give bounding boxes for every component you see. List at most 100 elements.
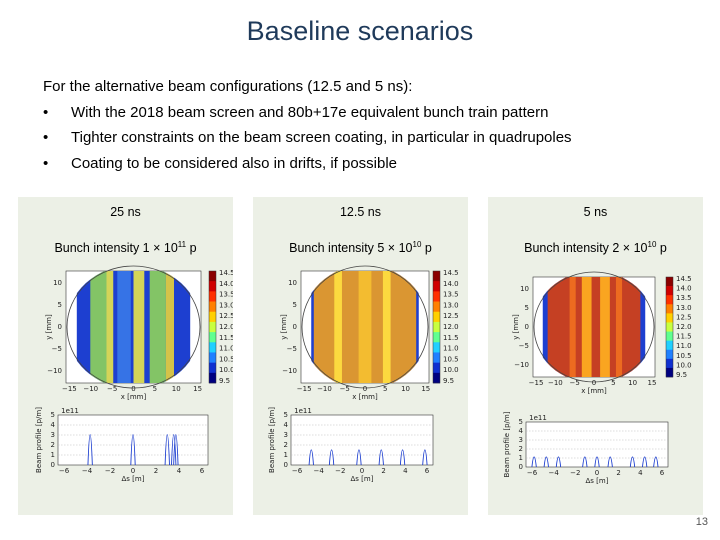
colorbar-tick: 10.5: [443, 355, 459, 363]
intensity-unit: p: [186, 241, 197, 256]
profile-scale-label: 1e11: [294, 407, 312, 415]
map-x-label: x [mm]: [121, 393, 147, 401]
profile-scale-label: 1e11: [61, 407, 79, 415]
profile-x-tick: 4: [177, 467, 182, 475]
colorbar-tick: 11.0: [219, 345, 233, 353]
profile-y-tick: 2: [51, 441, 55, 449]
profile-x-label: Δs [m]: [122, 475, 145, 483]
scenario-panel-25ns: 25 ns Bunch intensity 1 × 1011 p −15 −10 −…: [18, 197, 233, 515]
profile-x-tick: 0: [595, 469, 599, 477]
intensity-text: Bunch intensity 2 × 10: [524, 241, 648, 256]
map-y-tick: 5: [58, 301, 62, 309]
colorbar-segment: [433, 332, 440, 343]
map-x-tick: −5: [340, 385, 350, 393]
slide-title: Baseline scenarios: [246, 16, 474, 46]
heatmap-band: [334, 271, 342, 383]
bunch-spacing-label: 5 ns: [583, 205, 608, 219]
map-x-tick: −15: [62, 385, 77, 393]
colorbar-tick: 12.0: [443, 323, 459, 331]
profile-y-tick: 4: [51, 421, 56, 429]
profile-peak: [87, 434, 93, 466]
profile-peak: [308, 449, 314, 466]
map-x-tick: 10: [172, 385, 181, 393]
heatmap-band: [165, 271, 174, 383]
profile-x-tick: 4: [638, 469, 643, 477]
map-x-tick: −5: [570, 379, 580, 387]
profile-peak: [328, 449, 335, 466]
map-x-tick: 10: [628, 379, 637, 387]
colorbar-segment: [666, 340, 673, 351]
profile-peak: [543, 456, 549, 468]
beam-screen-outline: [66, 265, 201, 389]
colorbar-tick: 11.5: [219, 334, 233, 342]
profile-y-tick: 4: [519, 427, 524, 435]
profile-x-tick: 6: [425, 467, 430, 475]
map-y-label: y [mm]: [512, 314, 520, 340]
profile-scale-label: 1e11: [529, 414, 547, 422]
heatmap-band: [569, 277, 576, 377]
colorbar-tick: 10.5: [219, 355, 233, 363]
intro-text: For the alternative beam configurations …: [43, 78, 413, 95]
profile-peak: [356, 449, 362, 466]
intensity-text: Bunch intensity 5 × 10: [289, 241, 413, 256]
colorbar-segment: [209, 301, 216, 313]
map-x-label: x [mm]: [352, 393, 378, 401]
colorbar-segment: [433, 281, 440, 292]
map-x-tick: −15: [529, 379, 544, 387]
colorbar-segment: [433, 291, 440, 302]
profile-x-label: Δs [m]: [351, 475, 374, 483]
colorbar-tick: 10.0: [676, 361, 692, 369]
colorbar-tick: 13.0: [219, 301, 233, 309]
colorbar-tick: 12.5: [219, 312, 233, 320]
profile-x-tick: 6: [660, 469, 665, 477]
profile-peak: [607, 456, 613, 468]
heatmap: [76, 271, 191, 383]
bunch-intensity-label: Bunch intensity 1 × 1011 p: [18, 240, 233, 255]
map-y-tick: −10: [47, 367, 62, 375]
colorbar-tick: 12.5: [443, 312, 459, 320]
profile-x-tick: −6: [59, 467, 70, 475]
map-x-tick: 0: [363, 385, 367, 393]
colorbar-tick: 9.5: [676, 371, 687, 379]
map-x-tick: −5: [107, 385, 117, 393]
map-x-label: x [mm]: [581, 387, 607, 395]
colorbar-tick: 14.5: [676, 275, 692, 283]
bullet-list: With the 2018 beam screen and 80b+17e eq…: [43, 100, 572, 177]
colorbar-frame: [665, 276, 674, 378]
map-y-tick: 10: [288, 279, 297, 287]
colorbar-tick: 10.0: [443, 366, 459, 374]
colorbar-segment: [666, 349, 673, 360]
profile-y-tick: 0: [51, 461, 55, 469]
colorbar-segment: [666, 367, 673, 378]
profile-peak: [642, 456, 648, 468]
scenario-panel-12.5ns: 12.5 ns Bunch intensity 5 × 1010 p −15 −1…: [253, 197, 468, 515]
profile-peak: [399, 449, 406, 466]
bunch-intensity-label: Bunch intensity 5 × 1010 p: [253, 240, 468, 255]
beam-screen-outline: [301, 265, 429, 389]
profile-peak: [555, 456, 562, 468]
map-y-tick: −10: [282, 367, 297, 375]
bullet-item: Coating to be considered also in drifts,…: [43, 151, 572, 177]
colorbar-frame: [432, 270, 441, 384]
profile-y-tick: 2: [519, 445, 523, 453]
bunch-intensity-label: Bunch intensity 2 × 1010 p: [488, 240, 703, 255]
colorbar-frame: [208, 270, 217, 384]
profile-frame: [525, 421, 669, 468]
map-y-tick: 0: [58, 323, 62, 331]
profile-y-tick: 5: [51, 411, 55, 419]
beam-screen-outline: [533, 271, 655, 383]
profile-x-tick: 0: [131, 467, 135, 475]
colorbar-tick: 11.5: [443, 334, 459, 342]
colorbar-tick: 11.0: [443, 345, 459, 353]
colorbar-segment: [209, 311, 216, 323]
colorbar-tick: 13.5: [443, 291, 459, 299]
colorbar-tick: 14.5: [443, 269, 459, 277]
profile-peak: [422, 449, 428, 466]
profile-peak: [164, 434, 170, 466]
profile-peak: [582, 456, 588, 468]
colorbar-segment: [209, 332, 216, 343]
colorbar-tick: 11.0: [676, 342, 692, 350]
colorbar-segment: [209, 281, 216, 292]
